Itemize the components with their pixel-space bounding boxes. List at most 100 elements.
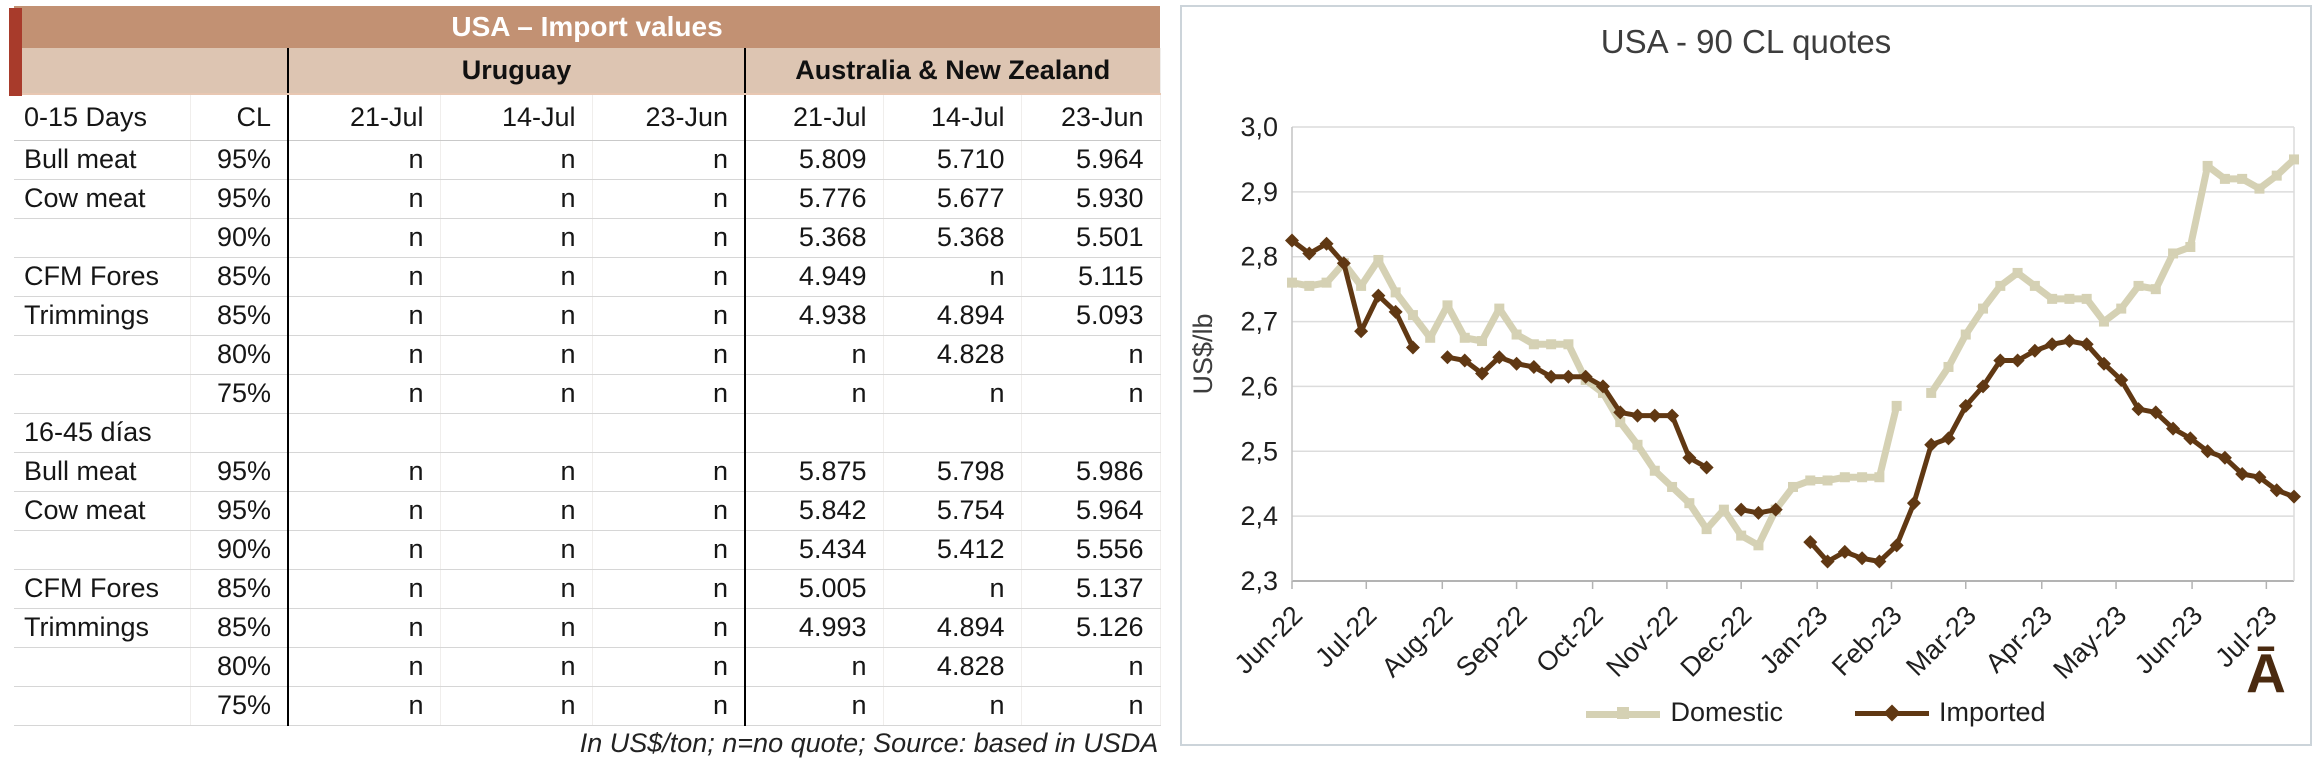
x-tick-label: Dec-22: [1675, 600, 1758, 683]
cell: 5.986: [1021, 452, 1161, 492]
imported-marker: [1734, 502, 1749, 517]
chart-title: USA - 90 CL quotes: [1600, 23, 1892, 60]
cell: 5.115: [1021, 257, 1161, 297]
cell: n: [440, 608, 593, 648]
x-tick-label: Sep-22: [1450, 600, 1533, 683]
imported-marker: [2010, 353, 2025, 368]
domestic-marker: [2064, 293, 2075, 304]
cell: 85%: [190, 569, 289, 609]
row-label: Trimmings: [14, 608, 191, 648]
y-axis-label: US$/lb: [1188, 313, 1218, 394]
imported-marker: [1302, 246, 1317, 261]
cell: n: [1021, 374, 1161, 414]
imported-marker: [2131, 402, 2146, 417]
cell: 90%: [190, 530, 289, 570]
imported-marker: [1837, 544, 1852, 559]
imported-marker: [1613, 405, 1628, 420]
y-tick-label: 2,5: [1240, 436, 1278, 466]
imported-marker: [1872, 554, 1887, 569]
cell: n: [288, 257, 441, 297]
cell: n: [1021, 335, 1161, 375]
x-tick-label: Feb-23: [1826, 600, 1908, 682]
domestic-marker: [1425, 332, 1436, 343]
imported-marker: [1630, 408, 1645, 423]
cell: n: [288, 296, 441, 336]
domestic-marker: [1442, 300, 1453, 311]
imported-marker: [1354, 324, 1369, 339]
cell: n: [883, 374, 1022, 414]
cell: 5.776: [745, 179, 884, 219]
cell: 85%: [190, 608, 289, 648]
cell: 80%: [190, 335, 289, 375]
cell: CL: [190, 94, 289, 141]
group-header-anz: Australia & New Zealand: [795, 55, 1111, 85]
red-accent-strip: [9, 8, 22, 96]
cell: [592, 413, 746, 453]
domestic-marker: [1667, 481, 1678, 492]
quotes-chart-panel: 2,3 2,4 2,5 2,6 2,7 2,8 2,9 3,0 US$/lb Jun-22 Jul-…: [1180, 5, 2312, 746]
cell: 5.093: [1021, 296, 1161, 336]
cell: n: [1021, 647, 1161, 687]
domestic-marker: [2081, 293, 2092, 304]
cell: n: [592, 647, 746, 687]
quotes-chart-svg: 2,3 2,4 2,5 2,6 2,7 2,8 2,9 3,0 US$/lb Jun-22 Jul-…: [1188, 112, 2301, 685]
cell: n: [288, 686, 441, 726]
cell: 4.894: [883, 296, 1022, 336]
cell: n: [592, 374, 746, 414]
imported-marker: [1336, 256, 1351, 271]
imported-marker: [2287, 489, 2301, 504]
imported-marker: [1405, 340, 1420, 355]
cell: n: [592, 530, 746, 570]
cell: n: [592, 452, 746, 492]
domestic-marker: [1736, 530, 1747, 541]
imported-marker: [1457, 353, 1472, 368]
imported-marker: [1475, 366, 1490, 381]
imported-marker: [1371, 288, 1386, 303]
cell: n: [288, 608, 441, 648]
domestic-marker: [2012, 267, 2023, 278]
domestic-marker: [1304, 280, 1315, 291]
imported-marker: [2096, 356, 2111, 371]
domestic-marker: [2271, 170, 2282, 181]
cell: n: [592, 491, 746, 531]
cell: n: [592, 296, 746, 336]
legend-label: Domestic: [1670, 697, 1783, 727]
imported-marker: [1924, 437, 1939, 452]
cell: 5.677: [883, 179, 1022, 219]
imported-marker: [1906, 496, 1921, 511]
cell: 14-Jul: [883, 94, 1022, 141]
y-tick-label: 2,6: [1240, 371, 1278, 401]
cell: n: [592, 608, 746, 648]
imported-marker: [2079, 337, 2094, 352]
row-label: CFM Fores: [14, 569, 191, 609]
imported-line: [1289, 238, 2297, 564]
cell: 4.949: [745, 257, 884, 297]
brand-watermark-icon: Ā: [2246, 642, 2286, 704]
chart-legend: Domestic Imported: [1252, 697, 2316, 728]
domestic-marker: [1857, 472, 1868, 483]
table-footnote: In US$/ton; n=no quote; Source: based in…: [579, 728, 1159, 758]
cell: 4.828: [883, 335, 1022, 375]
cell: n: [592, 140, 746, 180]
imported-marker: [1319, 236, 1334, 251]
cell: 95%: [190, 452, 289, 492]
cell: 85%: [190, 257, 289, 297]
imported-marker: [2166, 421, 2181, 436]
domestic-marker: [1718, 504, 1729, 515]
cell: 21-Jul: [745, 94, 884, 141]
domestic-marker: [1995, 280, 2006, 291]
row-label: Trimmings: [14, 296, 191, 336]
cell: 14-Jul: [440, 94, 593, 141]
cell: n: [440, 647, 593, 687]
domestic-marker: [1528, 339, 1539, 350]
imported-marker: [1526, 359, 1541, 374]
row-label: Cow meat: [14, 491, 191, 531]
cell: n: [288, 491, 441, 531]
imported-marker: [2062, 334, 2077, 349]
cell: 95%: [190, 179, 289, 219]
domestic-marker: [2029, 280, 2040, 291]
row-label: CFM Fores: [14, 257, 191, 297]
cell: 4.894: [883, 608, 1022, 648]
imported-marker: [1820, 554, 1835, 569]
